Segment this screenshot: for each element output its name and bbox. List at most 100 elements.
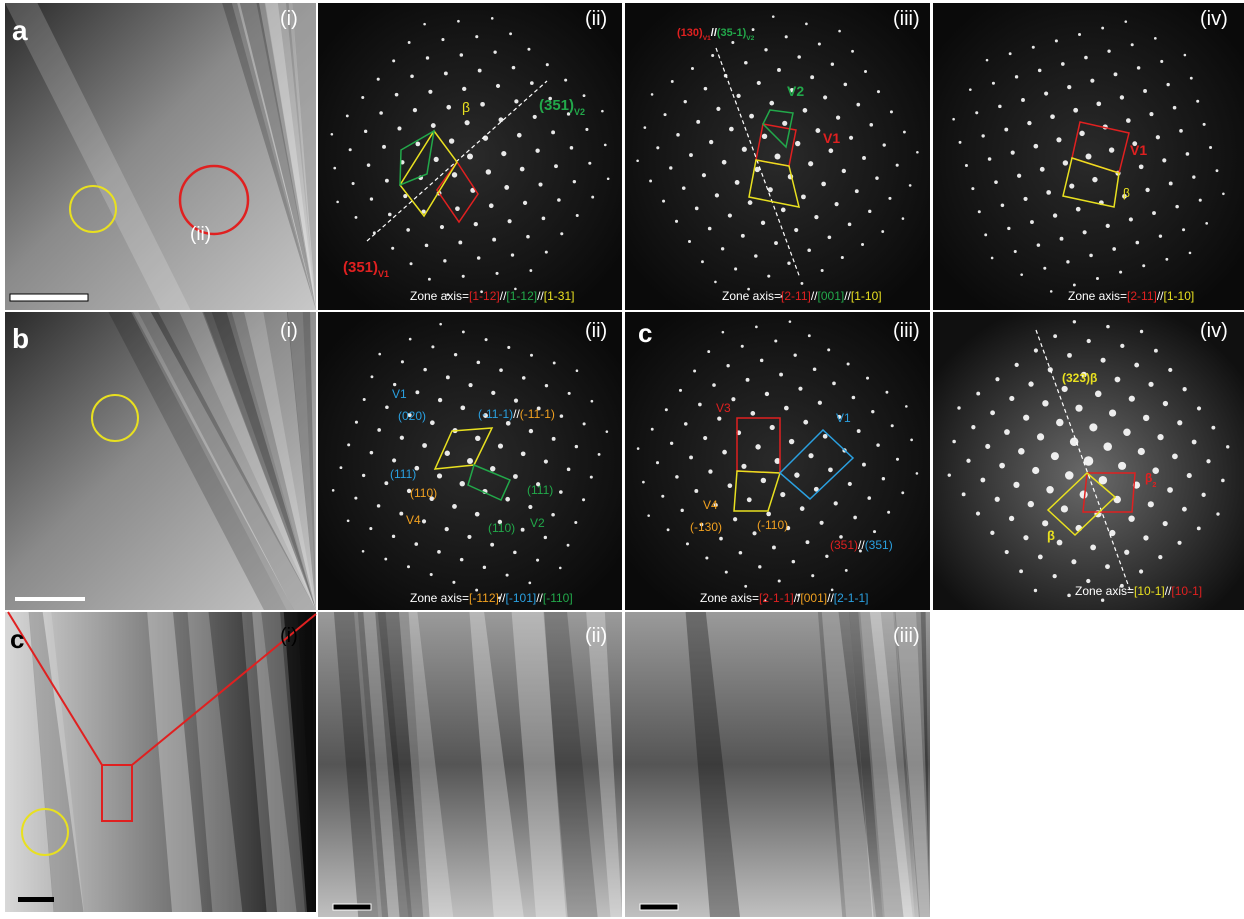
diffraction-spot	[862, 156, 866, 160]
diffraction-spot	[475, 436, 480, 441]
annotation: β	[1123, 186, 1130, 200]
panel-label: (iii)	[893, 625, 920, 647]
diffraction-spot	[362, 474, 365, 477]
diffraction-spot	[1032, 467, 1039, 474]
diffraction-spot	[1177, 420, 1182, 425]
diffraction-spot	[642, 481, 645, 484]
diffraction-spot	[971, 187, 974, 190]
diffraction-spot	[1177, 541, 1181, 545]
diffraction-spot	[887, 511, 890, 514]
diffraction-spot	[1007, 227, 1010, 230]
diffraction-spot	[746, 378, 750, 382]
diffraction-spot	[460, 53, 464, 57]
diffraction-spot	[800, 506, 805, 511]
diffraction-spot	[1037, 243, 1041, 247]
text-part: [1-12]	[469, 289, 500, 303]
diffraction-spot	[499, 368, 503, 372]
diffraction-spot	[491, 391, 495, 395]
scale-bar	[10, 294, 88, 301]
diffraction-spot	[1152, 467, 1159, 474]
diffraction-spot	[1103, 442, 1112, 451]
diffraction-spot	[857, 429, 861, 433]
diffraction-spot	[721, 247, 724, 250]
diffraction-spot	[637, 447, 640, 450]
diffraction-spot	[1078, 33, 1081, 36]
annotation: (110)	[488, 521, 515, 535]
text-part: V2	[787, 83, 804, 99]
diffraction-spot	[496, 84, 500, 88]
diffraction-spot	[437, 550, 441, 554]
diffraction-spot	[1009, 52, 1012, 55]
diffraction-spot	[876, 443, 880, 447]
panel-image-clip	[622, 612, 624, 917]
diffraction-spot	[486, 169, 491, 174]
diffraction-spot	[761, 478, 766, 483]
diffraction-spot	[1169, 182, 1173, 186]
diffraction-spot	[1023, 197, 1027, 201]
diffraction-spot	[441, 38, 444, 41]
diffraction-spot	[392, 535, 395, 538]
diffraction-spot	[734, 267, 737, 270]
diffraction-spot	[1079, 131, 1084, 136]
diffraction-spot	[818, 43, 821, 46]
diffraction-spot	[670, 442, 673, 445]
diffraction-spot	[1075, 405, 1082, 412]
diffraction-spot	[575, 445, 578, 448]
diffraction-spot	[512, 66, 516, 70]
diffraction-spot	[1119, 271, 1122, 274]
annotation: V2	[787, 83, 804, 99]
diffraction-spot	[1107, 49, 1110, 52]
annotation: (020)	[398, 409, 426, 423]
diffraction-spot	[665, 408, 668, 411]
diffraction-spot	[431, 345, 434, 348]
diffraction-spot	[948, 473, 951, 476]
diffraction-spot	[886, 391, 889, 394]
diffraction-spot	[438, 398, 442, 402]
diffraction-spot	[1015, 363, 1019, 367]
diffraction-spot	[1120, 344, 1124, 348]
diffraction-spot	[749, 114, 754, 119]
diffraction-spot	[530, 354, 533, 357]
diffraction-spot	[529, 429, 533, 433]
diffraction-spot	[462, 275, 465, 278]
text-part: [-110]	[543, 591, 573, 605]
diffraction-spot	[526, 235, 530, 239]
text-part: [1-31]	[544, 289, 575, 303]
diffraction-spot	[834, 501, 838, 505]
diffraction-spot	[1148, 382, 1153, 387]
diffraction-spot	[1142, 264, 1145, 267]
diffraction-spot	[346, 114, 349, 117]
diffraction-spot	[719, 537, 723, 541]
diffraction-spot	[669, 166, 672, 169]
text-part: V4	[703, 498, 718, 512]
diffraction-spot	[528, 505, 532, 509]
diffraction-spot	[1084, 56, 1088, 60]
diffraction-spot	[1114, 72, 1118, 76]
diffraction-spot	[1143, 535, 1148, 540]
diffraction-spot	[1211, 426, 1215, 430]
panel-label: (ii)	[585, 320, 607, 342]
diffraction-spot	[462, 87, 466, 91]
diffraction-spot	[798, 387, 802, 391]
diffraction-spot	[377, 78, 380, 81]
diffraction-spot	[414, 542, 418, 546]
diffraction-spot	[1087, 339, 1091, 343]
diffraction-spot	[882, 477, 885, 480]
annotation: β	[462, 99, 470, 115]
diffraction-spot	[985, 444, 990, 449]
text-part: (35-1)	[717, 27, 747, 39]
diffraction-spot	[829, 148, 834, 153]
diffraction-spot	[493, 50, 496, 53]
figure: a(i)(ii)(ii)β(351)V2(351)V1Zone axis=[1-…	[0, 0, 1244, 919]
diffraction-spot	[401, 360, 404, 363]
diffraction-spot	[1044, 91, 1048, 95]
diffraction-spot	[1145, 188, 1149, 192]
diffraction-spot	[1080, 491, 1088, 499]
diffraction-spot	[1053, 213, 1057, 217]
diffraction-spot	[1182, 507, 1187, 512]
diffraction-spot	[1136, 241, 1140, 245]
panel-label: (iv)	[1200, 320, 1228, 342]
diffraction-spot	[513, 474, 518, 479]
diffraction-spot	[478, 69, 482, 73]
diffraction-spot	[794, 472, 799, 477]
